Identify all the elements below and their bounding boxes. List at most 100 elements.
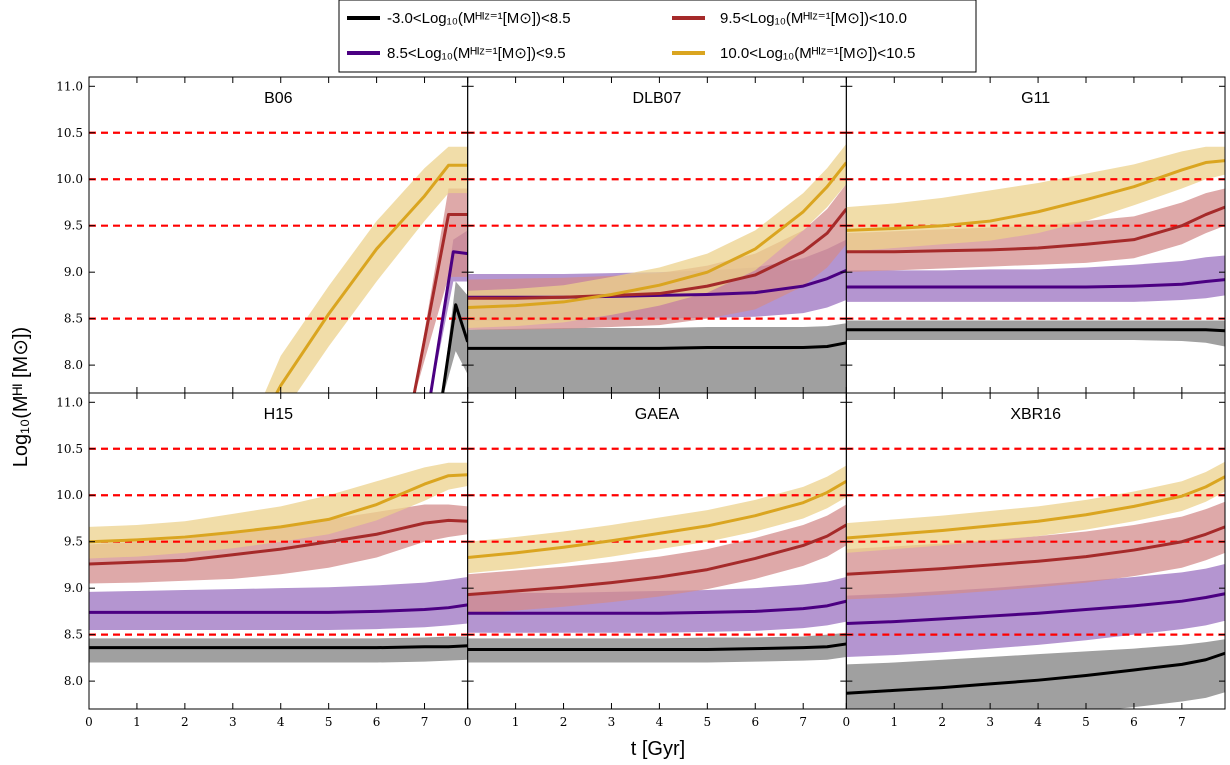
y-tick-label: 10.5 (56, 126, 83, 140)
band-high (89, 504, 468, 584)
y-tick-label: 10.0 (56, 488, 83, 502)
panel-title: H15 (264, 406, 293, 423)
series-line-high (846, 525, 1226, 576)
panel-title: B06 (264, 90, 293, 107)
x-tick-label: 5 (325, 715, 333, 729)
y-tick-label: 9.5 (64, 219, 83, 233)
x-tick-label: 0 (464, 715, 472, 729)
y-axis-title: Log₁₀(Mᴴᴵ [M⊙]) (10, 327, 32, 467)
x-tick-label: 4 (1034, 715, 1042, 729)
series-line-high (467, 208, 847, 300)
series-line-low (846, 651, 1226, 695)
band-low (467, 632, 847, 663)
x-tick-label: 3 (608, 715, 616, 729)
x-tick-label: 1 (133, 715, 141, 729)
x-tick-label: 4 (656, 715, 664, 729)
panel-b06: B06 8.0 8.5 9.0 9.5 10.0 10.5 11.0 (56, 76, 469, 394)
band-mid (89, 577, 468, 630)
y-tick-label: 11.0 (56, 79, 83, 93)
y-tick-label: 11.0 (56, 395, 83, 409)
x-tick-label: 0 (85, 715, 93, 729)
x-tick-label: 2 (560, 715, 568, 729)
band-low (467, 323, 847, 393)
band-mid (846, 564, 1226, 657)
band-mid (467, 577, 847, 633)
y-tick-label: 9.5 (64, 535, 83, 549)
series-line-mid (846, 592, 1226, 625)
series-line-high (467, 523, 847, 597)
panel-plot-area (89, 447, 468, 663)
band-low (89, 636, 468, 663)
panel-title: GAEA (635, 406, 680, 423)
x-tick-label: 4 (277, 715, 285, 729)
legend-label-low: -3.0<Log₁₀(Mᴴᴵᶻ⁼¹[M⊙])<8.5 (387, 10, 571, 27)
series-line-high (846, 205, 1226, 254)
series-line-mid (467, 599, 847, 615)
band-high (414, 188, 468, 393)
series-line-mid (89, 603, 468, 614)
series-line-highest (275, 163, 468, 393)
x-tick-label: 6 (751, 715, 759, 729)
panel-plot-area (846, 447, 1226, 709)
panel-h15: H15 8.0 8.5 9.0 9.5 10.0 10.5 11.0 0 1 2 3 4 5 6 7 (56, 392, 469, 729)
panel-frame (845, 392, 1226, 710)
panel-plot-area (846, 131, 1226, 347)
series-line-highest (846, 475, 1226, 540)
panel-gaea: GAEA 0 1 2 3 4 5 6 7 (464, 392, 847, 729)
x-axis-title: t [Gyr] (631, 738, 685, 760)
panel-title: G11 (1021, 90, 1050, 107)
y-tick-label: 8.0 (64, 358, 83, 372)
series-line-low (467, 341, 847, 350)
x-tick-label: 1 (512, 715, 520, 729)
legend-label-high: 9.5<Log₁₀(Mᴴᴵᶻ⁼¹[M⊙])<10.0 (720, 10, 907, 27)
panel-g11: G11 (845, 76, 1226, 394)
x-tick-label: 2 (181, 715, 189, 729)
legend-label-highest: 10.0<Log₁₀(Mᴴᴵᶻ⁼¹[M⊙])<10.5 (720, 45, 915, 62)
x-tick-label: 5 (704, 715, 712, 729)
legend-label-mid: 8.5<Log₁₀(Mᴴᴵᶻ⁼¹[M⊙])<9.5 (387, 45, 566, 62)
panel-plot-area (467, 131, 847, 393)
x-tick-label: 7 (1178, 715, 1186, 729)
y-tick-label: 8.5 (64, 312, 83, 326)
x-tick-label: 3 (229, 715, 237, 729)
panel-plot-area (467, 447, 847, 663)
panel-dlb07: DLB07 (467, 76, 847, 394)
series-line-highest (467, 161, 847, 309)
x-tick-label: 7 (421, 715, 429, 729)
series-line-highest (846, 159, 1226, 232)
x-tick-label: 6 (373, 715, 381, 729)
series-line-low (846, 328, 1226, 333)
y-tick-label: 10.0 (56, 172, 83, 186)
band-low (846, 320, 1226, 347)
x-tick-label: 0 (843, 715, 851, 729)
series-line-high (412, 213, 468, 393)
series-line-highest (89, 473, 468, 544)
band-high (846, 501, 1226, 600)
series-line-low (89, 644, 468, 650)
panel-title: DLB07 (633, 90, 682, 107)
y-tick-label: 9.0 (64, 265, 83, 279)
y-tick-label: 8.5 (64, 628, 83, 642)
legend-frame (338, 0, 977, 73)
x-tick-label: 3 (986, 715, 994, 729)
panel-title: XBR16 (1010, 406, 1061, 423)
y-tick-label: 10.5 (56, 442, 83, 456)
panel-xbr16: XBR16 0 1 2 3 4 5 6 7 (843, 392, 1226, 729)
series-line-low (441, 303, 468, 393)
x-tick-label: 7 (799, 715, 807, 729)
series-line-highest (467, 479, 847, 560)
series-line-high (89, 518, 468, 566)
band-highest (89, 462, 468, 559)
panels: B06 8.0 8.5 9.0 9.5 10.0 10.5 11.0 DLB07 G11 H15 8.… (56, 76, 1226, 729)
x-tick-label: 1 (890, 715, 898, 729)
series-line-low (467, 642, 847, 652)
series-line-mid (429, 250, 468, 393)
panel-plot-area (89, 131, 468, 393)
band-low (846, 639, 1226, 709)
series-line-mid (846, 278, 1226, 289)
x-tick-label: 6 (1130, 715, 1138, 729)
x-tick-label: 2 (938, 715, 946, 729)
x-tick-label: 5 (1082, 715, 1090, 729)
y-tick-label: 9.0 (64, 581, 83, 595)
legend: -3.0<Log₁₀(Mᴴᴵᶻ⁼¹[M⊙])<8.5 8.5<Log₁₀(Mᴴᴵ… (338, 0, 977, 73)
